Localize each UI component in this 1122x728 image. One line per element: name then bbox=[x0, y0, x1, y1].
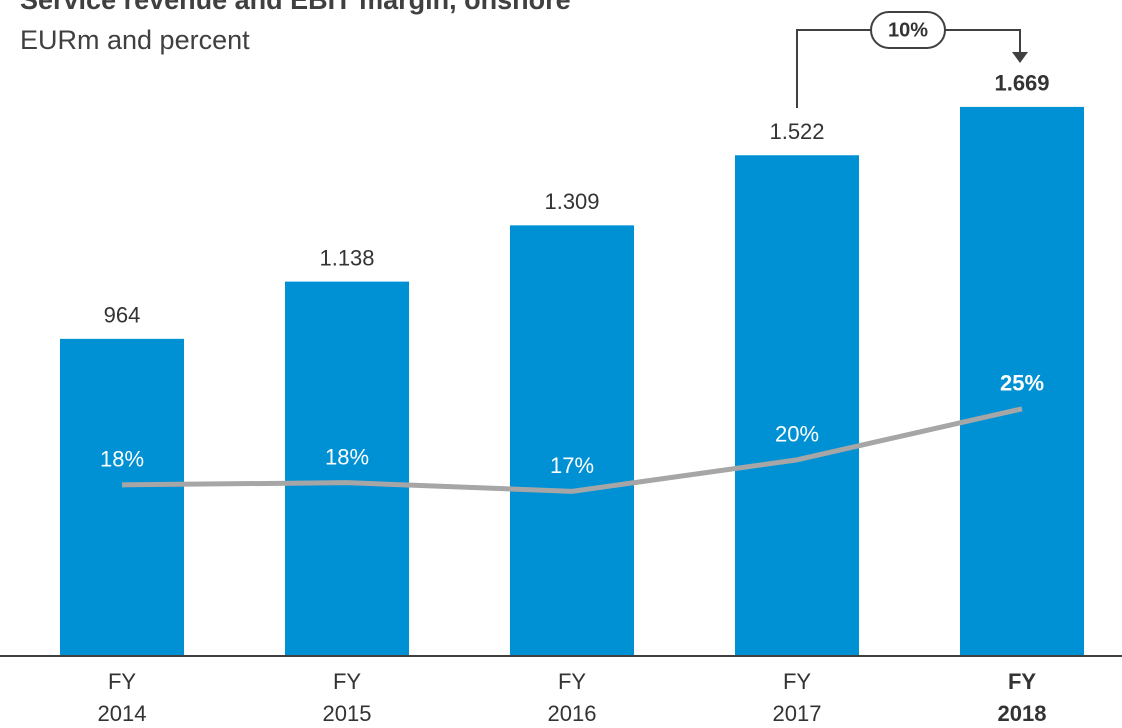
bar-value-label: 1.138 bbox=[319, 245, 374, 270]
bar bbox=[60, 338, 184, 656]
bar bbox=[960, 106, 1084, 657]
chart-title: Service revenue and EBIT margin, onshore bbox=[20, 0, 571, 15]
line-value-label: 25% bbox=[1000, 371, 1044, 396]
x-tick-label: FY 2014 bbox=[98, 669, 147, 726]
bar-value-label: 1.522 bbox=[769, 119, 824, 144]
chart-subtitle: EURm and percent bbox=[20, 25, 250, 55]
x-tick-label: FY 2018 bbox=[998, 669, 1047, 726]
line-value-label: 18% bbox=[100, 447, 144, 472]
bar bbox=[285, 281, 409, 656]
line-value-label: 17% bbox=[550, 453, 594, 478]
line-value-label: 18% bbox=[325, 444, 369, 469]
x-tick-label: FY 2017 bbox=[773, 669, 822, 726]
bar bbox=[510, 225, 634, 657]
line-value-label: 20% bbox=[775, 422, 819, 447]
bar bbox=[735, 155, 859, 656]
x-tick-label: FY 2016 bbox=[548, 669, 597, 726]
annotation: 10% bbox=[888, 19, 928, 41]
bracket-arrow bbox=[1012, 52, 1028, 63]
margin-line bbox=[121, 406, 1023, 494]
x-tick-label: FY 2015 bbox=[323, 669, 372, 726]
bar-value-label: 964 bbox=[104, 303, 141, 328]
growth-bracket: 10% bbox=[796, 11, 1028, 108]
bar-value-label: 1.309 bbox=[544, 189, 599, 214]
annotation-bubble bbox=[870, 11, 946, 49]
bar-value-label: 1.669 bbox=[994, 71, 1049, 96]
